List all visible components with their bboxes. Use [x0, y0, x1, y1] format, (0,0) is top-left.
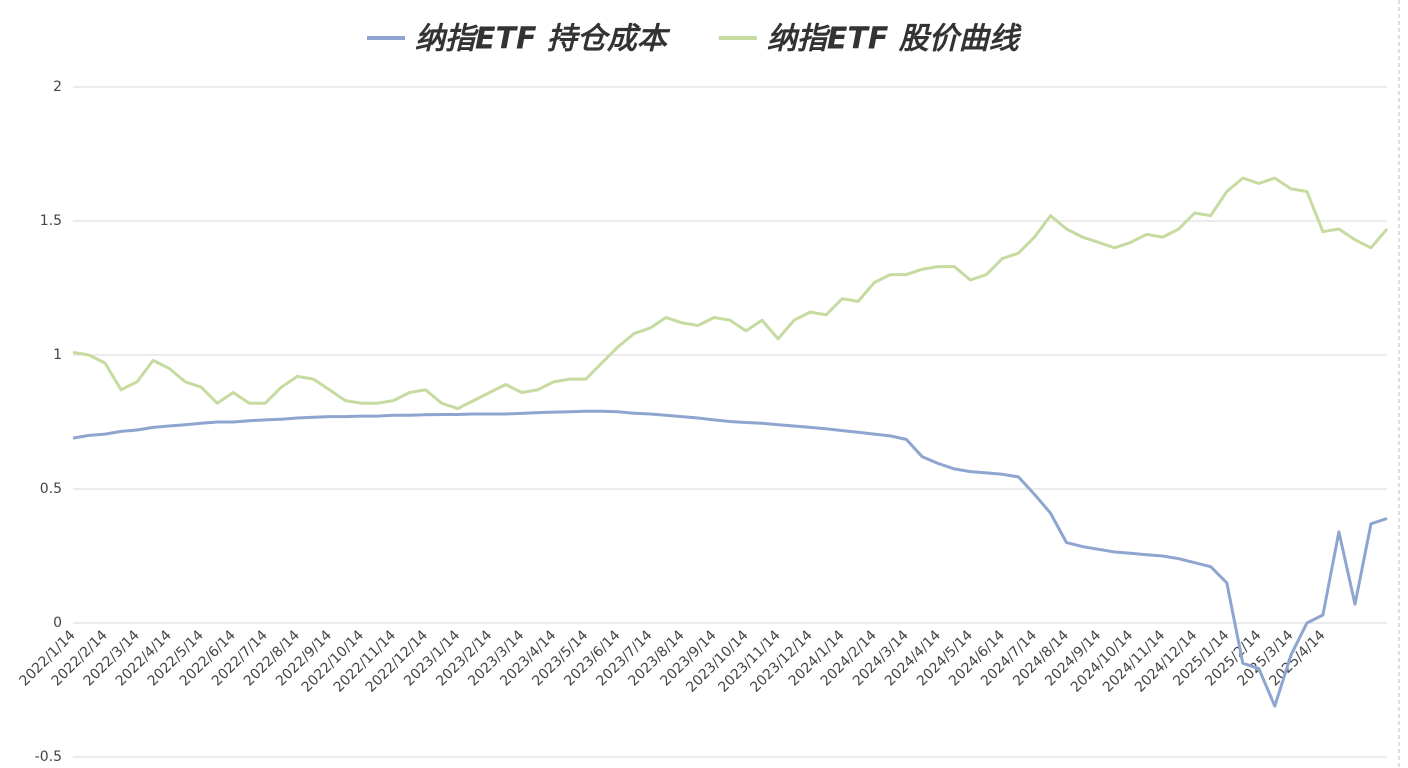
legend: 纳指ETF 持仓成本 纳指ETF 股价曲线 [367, 22, 1023, 57]
legend-label: 纳指ETF 股价曲线 [767, 22, 1023, 57]
y-tick-label: -0.5 [35, 749, 62, 765]
y-tick-label: 0.5 [40, 481, 62, 497]
y-tick-label: 2 [53, 79, 62, 95]
legend-label: 纳指ETF 持仓成本 [415, 22, 671, 57]
y-tick-label: 1.5 [40, 213, 62, 229]
y-tick-label: 1 [53, 347, 62, 363]
series-line [72, 409, 1388, 708]
series-line [72, 176, 1389, 411]
y-tick-label: 0 [53, 615, 62, 631]
